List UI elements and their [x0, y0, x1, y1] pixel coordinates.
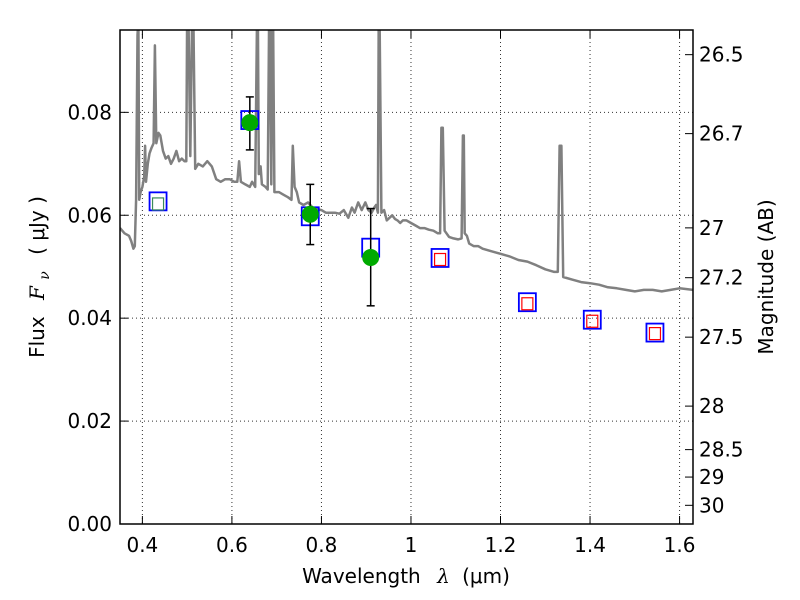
y-tick-label: 0.06: [67, 203, 112, 227]
x-axis-label-unit: (μm): [462, 564, 510, 588]
x-tick-label: 1.2: [485, 533, 517, 557]
model-photometry-marker: [517, 292, 537, 313]
y-axis-label-subscript: ν: [37, 271, 53, 280]
plot-area: [120, 30, 693, 343]
mag-tick-label: 26.5: [699, 43, 744, 67]
inner-photometry-marker: [586, 314, 599, 328]
y-axis-label: Flux F ν ( μJy ): [25, 196, 54, 358]
x-tick-label: 0.6: [216, 533, 248, 557]
mag-tick-label: 26.7: [699, 122, 744, 146]
y-axis-label-text: Flux: [25, 316, 49, 358]
mag-tick-label: 28.5: [699, 438, 744, 462]
mag-tick-label: 28: [699, 394, 724, 418]
y-tick-label: 0.02: [67, 409, 112, 433]
x-axis-label: Wavelength λ (μm): [302, 564, 510, 588]
x-tick-label: 0.4: [126, 533, 158, 557]
y-tick-label: 0.08: [67, 100, 112, 124]
inner-photometry-marker: [521, 297, 534, 311]
x-tick-label: 1: [405, 533, 418, 557]
y-tick-label: 0.04: [67, 306, 112, 330]
x-axis-label-text: Wavelength: [302, 564, 421, 588]
y-axis-label-unit: ( μJy ): [25, 196, 49, 255]
inner-photometry-marker: [151, 197, 165, 211]
y-tick-label: 0.00: [67, 512, 112, 536]
mag-tick-label: 29: [699, 465, 724, 489]
ticks: 0.4 0.6 0.8 1 1.2 1.4 1.6 0.00 0.02 0.04 0.06 0.08 2…: [67, 30, 744, 557]
mag-tick-label: 27.5: [699, 325, 744, 349]
x-tick-label: 0.8: [306, 533, 338, 557]
model-photometry-marker: [645, 322, 665, 343]
y-axis-label-right: Magnitude (AB): [754, 199, 778, 354]
axes-frame: [119, 29, 694, 525]
y-axis-label-symbol: F: [25, 285, 49, 301]
x-tick-label: 1.6: [664, 533, 696, 557]
x-axis-label-symbol: λ: [436, 564, 450, 588]
mag-tick-label: 27: [699, 216, 724, 240]
inner-photometry-marker: [648, 327, 662, 341]
observed-data-point: [301, 205, 319, 223]
model-photometry-marker: [582, 309, 602, 330]
mag-tick-label: 27.2: [699, 266, 744, 290]
observed-data-point: [362, 248, 380, 266]
model-photometry-marker: [430, 248, 450, 268]
inner-photometry-marker: [433, 252, 447, 267]
observed-data-point: [241, 114, 259, 132]
x-tick-label: 1.4: [574, 533, 606, 557]
mag-tick-label: 30: [699, 493, 724, 517]
